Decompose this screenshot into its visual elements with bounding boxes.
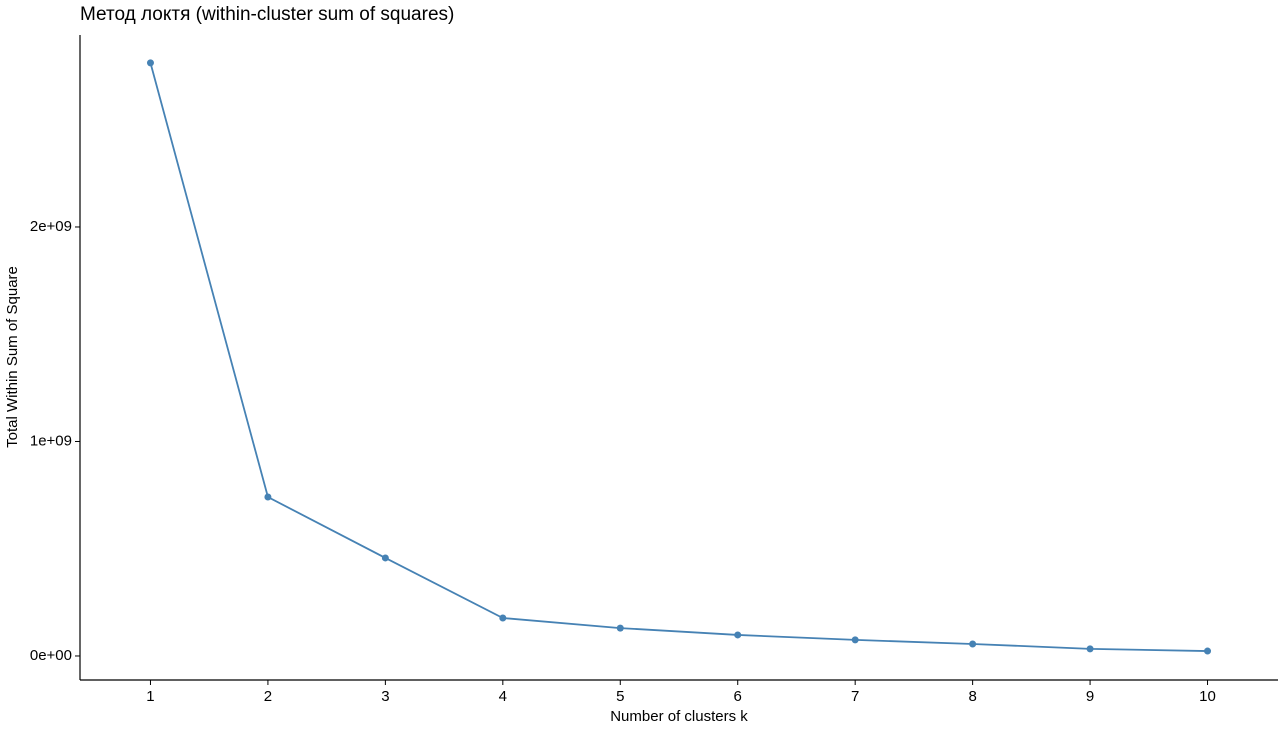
point [1086, 645, 1094, 653]
y-tick-label: 0e+00 [30, 647, 72, 664]
x-tick-label: 4 [499, 688, 507, 705]
point [264, 493, 272, 501]
point [851, 636, 859, 644]
x-tick-label: 10 [1199, 688, 1216, 705]
x-tick-label: 3 [381, 688, 389, 705]
x-tick-label: 2 [264, 688, 272, 705]
point [146, 59, 154, 67]
x-tick-label: 1 [146, 688, 154, 705]
point [969, 640, 977, 648]
x-axis-label: Number of clusters k [610, 708, 748, 725]
x-tick-label: 7 [851, 688, 859, 705]
series-line [149, 62, 1208, 652]
x-tick-label: 8 [968, 688, 976, 705]
point [616, 624, 624, 632]
point [381, 554, 389, 562]
x-tick-label: 6 [734, 688, 742, 705]
y-tick-label: 1e+09 [30, 432, 72, 449]
point [499, 614, 507, 622]
x-tick-label: 5 [616, 688, 624, 705]
y-tick-label: 2e+09 [30, 218, 72, 235]
x-tick-label: 9 [1086, 688, 1094, 705]
chart-title: Метод локтя (within-cluster sum of squar… [80, 4, 454, 25]
y-axis-label: Total Within Sum of Square [4, 266, 21, 448]
point [734, 631, 742, 639]
point [1204, 647, 1212, 655]
